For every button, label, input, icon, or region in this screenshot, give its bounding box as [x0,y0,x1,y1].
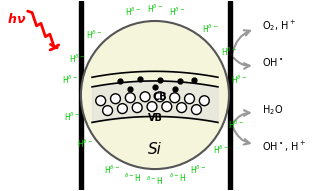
Circle shape [170,93,179,103]
Circle shape [177,103,186,112]
Circle shape [199,96,209,106]
Text: VB: VB [148,113,162,123]
Text: H$^{\delta-}$: H$^{\delta-}$ [232,74,248,86]
Circle shape [103,106,112,116]
Text: H$^{\delta-}$: H$^{\delta-}$ [190,163,206,176]
Circle shape [96,96,106,106]
Circle shape [185,94,194,104]
Bar [79,1,83,190]
Text: Si: Si [148,142,162,157]
Text: ν: ν [16,13,24,26]
Circle shape [162,102,172,112]
Bar [228,1,232,190]
Text: O$_2$, H$^+$: O$_2$, H$^+$ [262,19,296,33]
Text: $^{\delta-}$H: $^{\delta-}$H [169,172,186,184]
Circle shape [125,93,135,103]
Text: H$^{\delta-}$: H$^{\delta-}$ [76,138,93,151]
Circle shape [81,21,229,169]
Text: CB: CB [153,92,167,102]
Text: H$_2$O: H$_2$O [262,103,283,117]
Text: H$^{\delta-}$: H$^{\delta-}$ [169,6,185,18]
Circle shape [111,94,120,104]
Text: OH$^\bullet$, H$^+$: OH$^\bullet$, H$^+$ [262,140,306,154]
Text: $^{\delta-}$H: $^{\delta-}$H [146,175,163,187]
Text: H$^{\delta-}$: H$^{\delta-}$ [62,74,78,86]
Circle shape [118,104,127,113]
Circle shape [132,103,142,112]
Text: h: h [8,13,17,26]
Text: H$^{\delta-}$: H$^{\delta-}$ [202,23,218,36]
Text: H$^{\delta-}$: H$^{\delta-}$ [104,163,120,176]
Text: H$^{\delta-}$: H$^{\delta-}$ [147,3,163,15]
Text: H$^{\delta-}$: H$^{\delta-}$ [69,53,85,65]
Circle shape [155,92,165,102]
Text: H$^{\delta-}$: H$^{\delta-}$ [221,46,237,58]
Text: $^{\delta-}$H: $^{\delta-}$H [124,172,141,184]
Text: H$^{\delta-}$: H$^{\delta-}$ [125,6,141,18]
Text: OH$^\bullet$: OH$^\bullet$ [262,57,283,68]
Text: H$^{\delta-}$: H$^{\delta-}$ [213,144,229,156]
Text: H$^{\delta-}$: H$^{\delta-}$ [228,118,244,131]
Text: H$^{\delta-}$: H$^{\delta-}$ [64,111,80,123]
Text: H$^{\delta-}$: H$^{\delta-}$ [86,28,102,40]
Circle shape [147,102,157,112]
Circle shape [140,92,150,102]
Circle shape [191,105,201,115]
